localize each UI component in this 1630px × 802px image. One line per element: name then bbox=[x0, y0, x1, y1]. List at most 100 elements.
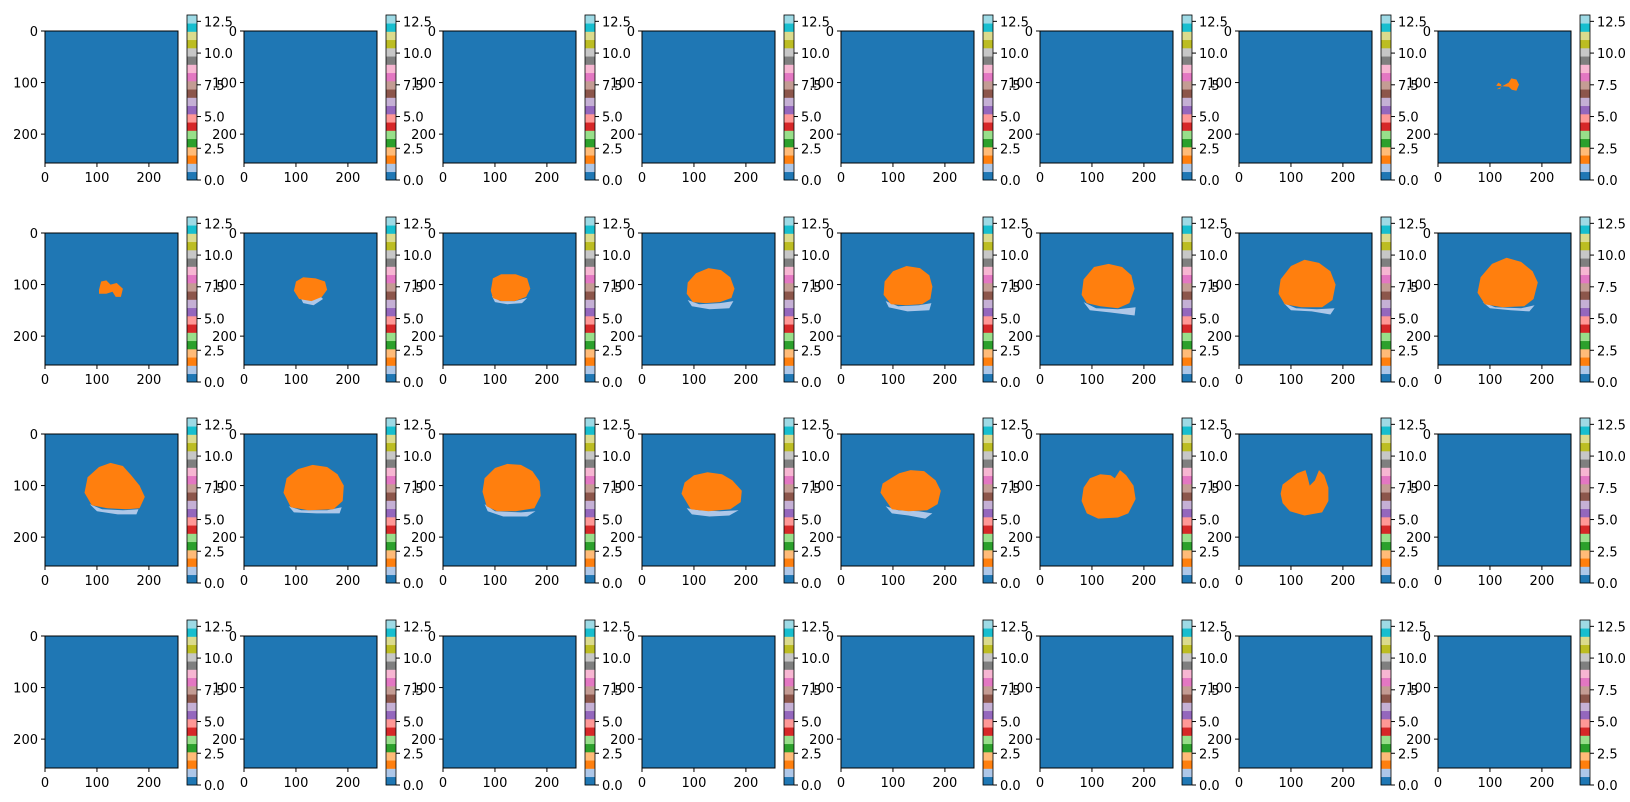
colorbar: 0.0 2.5 5.0 7.5 10.0 12.5 bbox=[783, 417, 830, 592]
colorbar-segment bbox=[386, 735, 396, 745]
colorbar-tick-label: 0.0 bbox=[403, 577, 424, 592]
colorbar-segment bbox=[983, 31, 993, 41]
colorbar: 0.0 2.5 5.0 7.5 10.0 12.5 bbox=[982, 417, 1029, 592]
colorbar-segment bbox=[1182, 451, 1192, 460]
colorbar-segment bbox=[187, 710, 197, 720]
colorbar-segment bbox=[784, 628, 794, 637]
colorbar-tick-label: 10.0 bbox=[1199, 652, 1228, 667]
colorbar-tick-label: 0.0 bbox=[602, 779, 623, 794]
colorbar-segment bbox=[1580, 15, 1590, 24]
colorbar-tick-label: 0.0 bbox=[1597, 376, 1618, 391]
panel-r4c4: 0 100 200 0 100 200 0.0 2.5 5.0 7.5 10.0 12.5 bbox=[610, 619, 830, 794]
colorbar-segment bbox=[585, 299, 595, 309]
colorbar-tick-label: 7.5 bbox=[1597, 684, 1618, 699]
y-tick-label: 0 bbox=[1423, 25, 1431, 40]
colorbar-segment bbox=[1580, 508, 1590, 518]
colorbar-segment bbox=[1580, 233, 1590, 243]
colorbar-segment bbox=[187, 155, 197, 164]
x-tick-label: 200 bbox=[534, 373, 559, 388]
colorbar-segment bbox=[784, 418, 794, 427]
y-tick-label: 200 bbox=[1207, 733, 1232, 748]
x-tick-label: 100 bbox=[881, 776, 906, 791]
colorbar-tick-label: 10.0 bbox=[1000, 652, 1029, 667]
colorbar-tick-label: 7.5 bbox=[403, 281, 424, 296]
x-tick-label: 100 bbox=[1478, 776, 1503, 791]
y-tick-label: 0 bbox=[826, 428, 834, 443]
colorbar-segment bbox=[1182, 686, 1192, 695]
colorbar: 0.0 2.5 5.0 7.5 10.0 12.5 bbox=[584, 619, 631, 794]
colorbar-segment bbox=[784, 442, 794, 452]
panel-r3c8: 0 100 200 0 100 200 0.0 2.5 5.0 7.5 10.0 12.5 bbox=[1406, 417, 1626, 592]
colorbar-tick-label: 0.0 bbox=[1199, 376, 1220, 391]
colorbar-tick-label: 0.0 bbox=[602, 577, 623, 592]
colorbar-tick-label: 10.0 bbox=[1398, 652, 1427, 667]
colorbar-segment bbox=[1182, 81, 1192, 90]
panel-r1c8: 0 100 200 0 100 200 0.0 2.5 5.0 7.5 10.0 12.5 bbox=[1406, 14, 1626, 189]
colorbar-tick-label: 0.0 bbox=[204, 376, 225, 391]
colorbar-segment bbox=[585, 373, 595, 383]
y-tick-label: 0 bbox=[229, 630, 237, 645]
colorbar-segment bbox=[187, 752, 197, 761]
x-tick-label: 100 bbox=[682, 373, 707, 388]
x-tick-label: 0 bbox=[41, 574, 49, 589]
y-tick-label: 0 bbox=[30, 25, 38, 40]
colorbar-segment bbox=[187, 442, 197, 452]
colorbar-segment bbox=[585, 266, 595, 276]
colorbar-segment bbox=[1381, 23, 1391, 32]
class-2-region bbox=[1280, 470, 1329, 516]
colorbar-frame bbox=[385, 14, 397, 181]
colorbar-segment bbox=[585, 508, 595, 518]
colorbar-segment bbox=[983, 114, 993, 123]
colorbar-tick-label: 5.0 bbox=[1199, 716, 1220, 731]
y-tick-label: 100 bbox=[13, 682, 38, 697]
colorbar-tick-label: 10.0 bbox=[1199, 450, 1228, 465]
colorbar-segment bbox=[1381, 694, 1391, 703]
panel-r1c2: 0 100 200 0 100 200 0.0 2.5 5.0 7.5 10.0 12.5 bbox=[212, 14, 432, 189]
colorbar: 0.0 2.5 5.0 7.5 10.0 12.5 bbox=[1181, 417, 1228, 592]
colorbar-segment bbox=[784, 307, 794, 317]
y-tick-label: 100 bbox=[809, 279, 834, 294]
colorbar-segment bbox=[1182, 48, 1192, 57]
colorbar-segment bbox=[585, 442, 595, 452]
colorbar-segment bbox=[1381, 484, 1391, 493]
colorbar-segment bbox=[187, 426, 197, 435]
colorbar-segment bbox=[1580, 661, 1590, 670]
colorbar-segment bbox=[1381, 727, 1391, 736]
x-tick-label: 100 bbox=[284, 574, 309, 589]
y-tick-label: 0 bbox=[627, 227, 635, 242]
class-2-region bbox=[482, 463, 541, 512]
colorbar-tick-label: 10.0 bbox=[602, 249, 631, 264]
y-tick-label: 200 bbox=[411, 330, 436, 345]
axes-frame bbox=[243, 433, 378, 567]
colorbar-segment bbox=[1580, 517, 1590, 526]
colorbar-segment bbox=[983, 525, 993, 534]
y-tick-label: 100 bbox=[1008, 682, 1033, 697]
colorbar-tick-label: 12.5 bbox=[801, 418, 830, 433]
colorbar-segment bbox=[983, 776, 993, 786]
colorbar-segment bbox=[784, 743, 794, 753]
colorbar: 0.0 2.5 5.0 7.5 10.0 12.5 bbox=[584, 216, 631, 391]
colorbar-tick-label: 0.0 bbox=[204, 174, 225, 189]
colorbar-tick-label: 5.0 bbox=[602, 514, 623, 529]
colorbar-tick-label: 5.0 bbox=[204, 313, 225, 328]
colorbar-tick-label: 7.5 bbox=[204, 79, 225, 94]
colorbar-segment bbox=[585, 768, 595, 778]
colorbar-segment bbox=[784, 64, 794, 74]
colorbar-tick-label: 10.0 bbox=[602, 652, 631, 667]
colorbar-segment bbox=[1182, 702, 1192, 712]
y-tick-label: 0 bbox=[428, 227, 436, 242]
x-tick-label: 0 bbox=[41, 171, 49, 186]
x-tick-label: 200 bbox=[932, 171, 957, 186]
colorbar-tick-label: 7.5 bbox=[602, 79, 623, 94]
y-tick-label: 200 bbox=[1406, 531, 1431, 546]
colorbar-segment bbox=[983, 39, 993, 49]
y-tick-label: 100 bbox=[610, 77, 635, 92]
colorbar-segment bbox=[386, 23, 396, 32]
colorbar-segment bbox=[187, 702, 197, 712]
colorbar: 0.0 2.5 5.0 7.5 10.0 12.5 bbox=[1380, 216, 1427, 391]
colorbar-segment bbox=[1580, 677, 1590, 687]
colorbar-segment bbox=[983, 677, 993, 687]
colorbar-tick-label: 2.5 bbox=[403, 142, 424, 157]
colorbar-segment bbox=[1182, 163, 1192, 173]
colorbar-tick-label: 7.5 bbox=[204, 482, 225, 497]
